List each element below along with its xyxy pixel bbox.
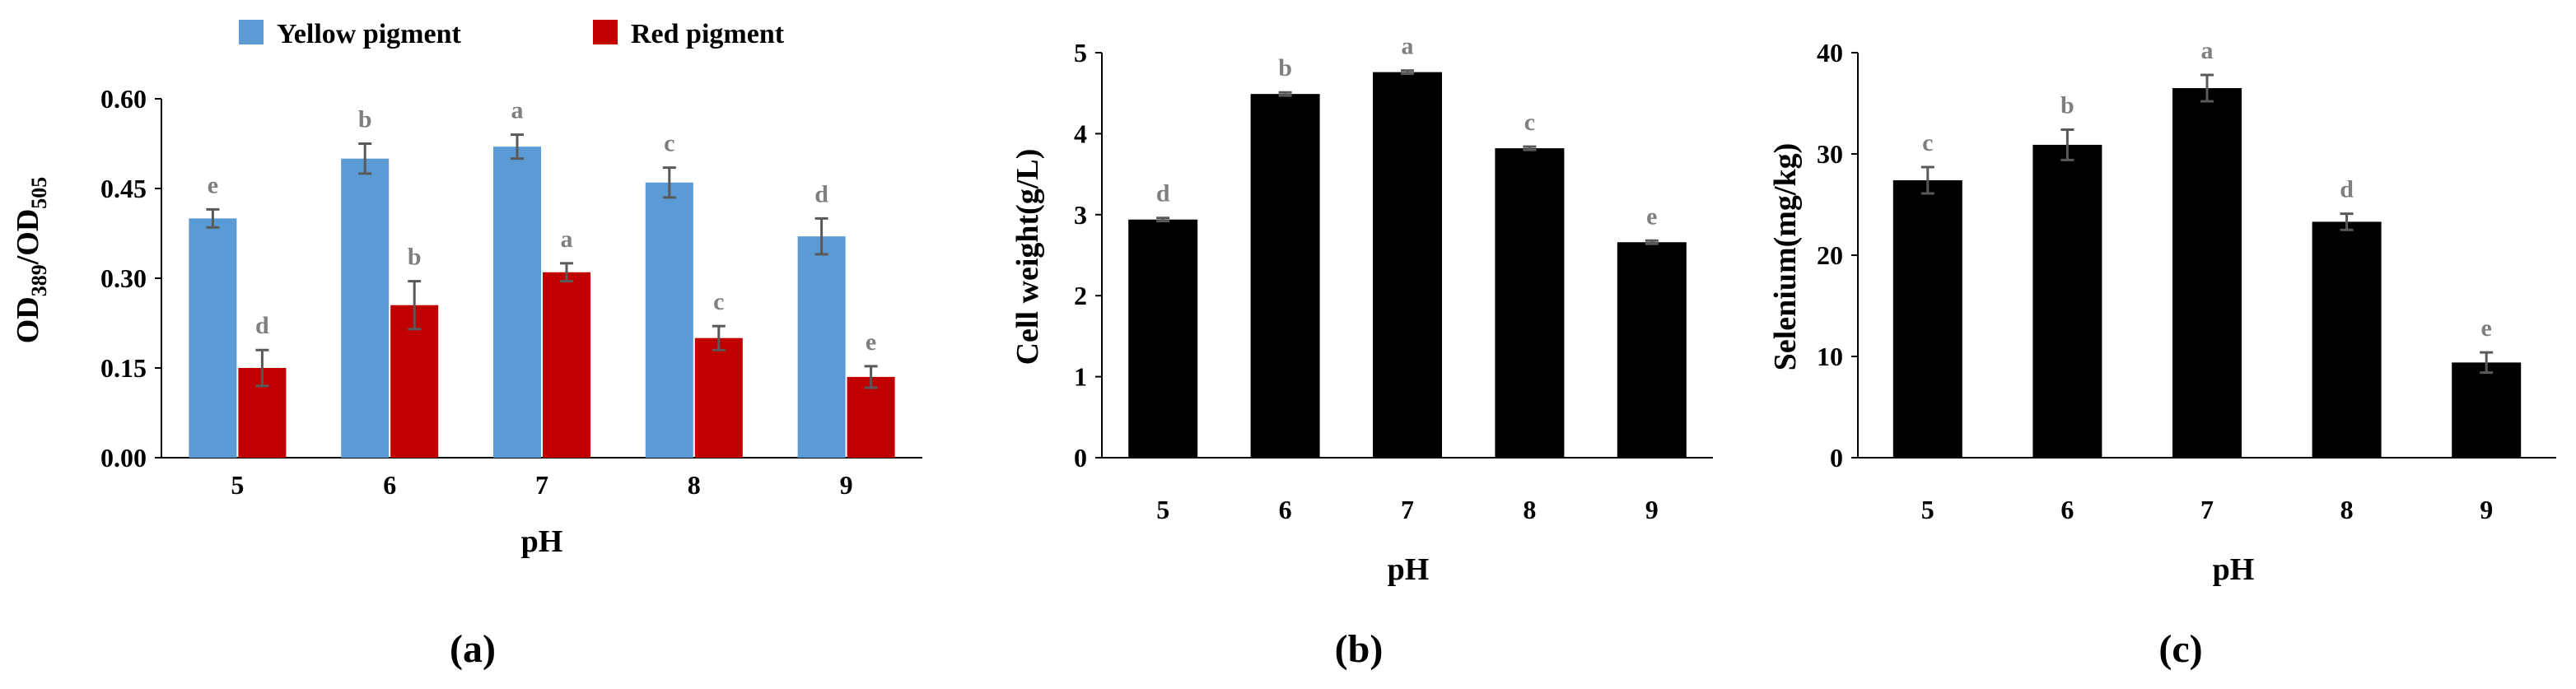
chart-b-y-tick-label: 1: [1074, 362, 1087, 392]
chart-a-significance-letter: a: [511, 97, 524, 124]
chart-c-plot: 0 10 20 30 40 5 c 6 b 7 a 8 d 9 e: [1817, 37, 2556, 524]
chart-b-bar: [1128, 219, 1198, 458]
chart-b-panel-label: (b): [1335, 627, 1384, 671]
chart-b-bar: [1617, 242, 1687, 458]
chart-c-y-axis-label: Selenium(mg/kg): [1768, 143, 1803, 371]
chart-a-bar: [694, 338, 743, 458]
chart-a-significance-letter: e: [866, 328, 876, 356]
legend-label-yellow-pigment: Yellow pigment: [277, 19, 462, 49]
chart-a-significance-letter: b: [358, 106, 372, 133]
chart-c: Selenium(mg/kg) 0 10 20 30 40 5 c 6 b 7 a 8 d 9 e pH (…: [1768, 37, 2556, 671]
chart-a-significance-letter: a: [561, 226, 573, 253]
chart-b-x-tick-label: 6: [1279, 495, 1292, 524]
chart-a-significance-letter: c: [664, 130, 674, 157]
chart-a-y-tick-label: 0.15: [100, 353, 147, 383]
chart-a-x-tick-label: 7: [535, 470, 548, 500]
chart-c-significance-letter: e: [2481, 314, 2492, 342]
legend-swatch-red-pigment: [593, 20, 618, 44]
chart-c-x-tick-label: 5: [1921, 495, 1934, 524]
chart-c-significance-letter: a: [2201, 37, 2214, 64]
chart-b-x-axis-label: pH: [1388, 552, 1430, 587]
chart-c-y-tick-label: 0: [1830, 443, 1843, 473]
chart-c-y-tick-label: 10: [1817, 342, 1843, 371]
chart-c-x-tick-label: 6: [2060, 495, 2074, 524]
chart-b-y-tick-label: 0: [1074, 443, 1087, 473]
chart-a-significance-letter: c: [713, 288, 724, 315]
chart-a-y-tick-label: 0.60: [100, 84, 147, 114]
legend-swatch-yellow-pigment: [239, 20, 264, 44]
chart-a-plot: 0.00 0.15 0.30 0.45 0.60 5 e d 6 b b 7 a a 8 c c 9 d e: [100, 84, 922, 500]
chart-b-y-tick-label: 2: [1074, 281, 1087, 310]
chart-a-y-tick-label: 0.00: [100, 443, 147, 473]
chart-b-significance-letter: d: [1156, 180, 1170, 207]
chart-c-bar: [1892, 179, 1962, 459]
chart-a-x-tick-label: 6: [383, 470, 396, 500]
chart-b-bar: [1250, 94, 1320, 459]
chart-a: Yellow pigment Red pigment OD389/OD505 0…: [11, 19, 922, 671]
chart-c-bar: [2312, 221, 2382, 458]
chart-b-y-tick-label: 5: [1074, 38, 1087, 68]
chart-c-bar: [2032, 144, 2102, 458]
chart-b-plot: 0 1 2 3 4 5 5 d 6 b 7 a 8 c 9 e: [1074, 33, 1713, 524]
chart-b-y-axis-label: Cell weight(g/L): [1010, 149, 1045, 365]
chart-b-y-tick-label: 3: [1074, 200, 1087, 230]
chart-a-significance-letter: d: [814, 180, 828, 207]
chart-b-bar: [1495, 148, 1565, 458]
chart-a-significance-letter: d: [255, 312, 269, 339]
chart-a-bar: [390, 305, 439, 458]
chart-a-bar: [645, 182, 693, 458]
chart-c-x-axis-label: pH: [2213, 552, 2255, 587]
chart-c-x-tick-label: 8: [2340, 495, 2354, 524]
chart-a-panel-label: (a): [450, 627, 496, 671]
chart-a-significance-letter: b: [408, 244, 422, 271]
chart-a-x-tick-label: 5: [231, 470, 244, 500]
chart-c-bar: [2452, 362, 2522, 458]
chart-a-x-tick-label: 9: [840, 470, 853, 500]
chart-a-y-tick-label: 0.30: [100, 263, 147, 293]
chart-b-y-tick-label: 4: [1074, 119, 1087, 148]
chart-a-y-axis-label: OD389/OD505: [11, 177, 51, 344]
chart-a-y-tick-label: 0.45: [100, 174, 147, 203]
chart-c-x-tick-label: 7: [2200, 495, 2214, 524]
chart-c-significance-letter: d: [2340, 176, 2354, 203]
chart-a-bar: [797, 236, 846, 458]
chart-b-bar: [1373, 72, 1442, 458]
chart-c-significance-letter: b: [2060, 91, 2074, 119]
chart-a-significance-letter: e: [208, 171, 218, 198]
chart-b-x-tick-label: 5: [1156, 495, 1169, 524]
chart-a-x-tick-label: 8: [688, 470, 701, 500]
legend-label-red-pigment: Red pigment: [631, 19, 785, 49]
chart-c-x-tick-label: 9: [2480, 495, 2493, 524]
chart-a-legend: Yellow pigment Red pigment: [239, 19, 785, 49]
chart-b-x-tick-label: 9: [1645, 495, 1659, 524]
chart-b-significance-letter: e: [1646, 203, 1657, 230]
chart-c-panel-label: (c): [2158, 627, 2202, 671]
chart-b-significance-letter: a: [1402, 33, 1414, 60]
chart-c-bar: [2172, 88, 2242, 459]
chart-c-y-tick-label: 20: [1817, 240, 1843, 270]
chart-a-bar: [847, 376, 895, 458]
chart-a-bar: [543, 272, 590, 458]
chart-a-bar: [189, 218, 237, 458]
chart-b-significance-letter: c: [1524, 109, 1535, 136]
chart-b-x-tick-label: 8: [1523, 495, 1536, 524]
chart-a-bar: [341, 158, 390, 458]
chart-b-x-tick-label: 7: [1401, 495, 1414, 524]
chart-c-y-tick-label: 30: [1817, 139, 1843, 169]
chart-c-y-tick-label: 40: [1817, 38, 1843, 68]
chart-b-significance-letter: b: [1278, 54, 1292, 81]
chart-b: Cell weight(g/L) 0 1 2 3 4 5 5 d 6 b 7 a 8 c 9 e pH (b): [1010, 33, 1713, 671]
chart-a-x-axis-label: pH: [521, 524, 563, 559]
chart-c-significance-letter: c: [1922, 129, 1933, 156]
chart-a-bar: [493, 147, 541, 458]
